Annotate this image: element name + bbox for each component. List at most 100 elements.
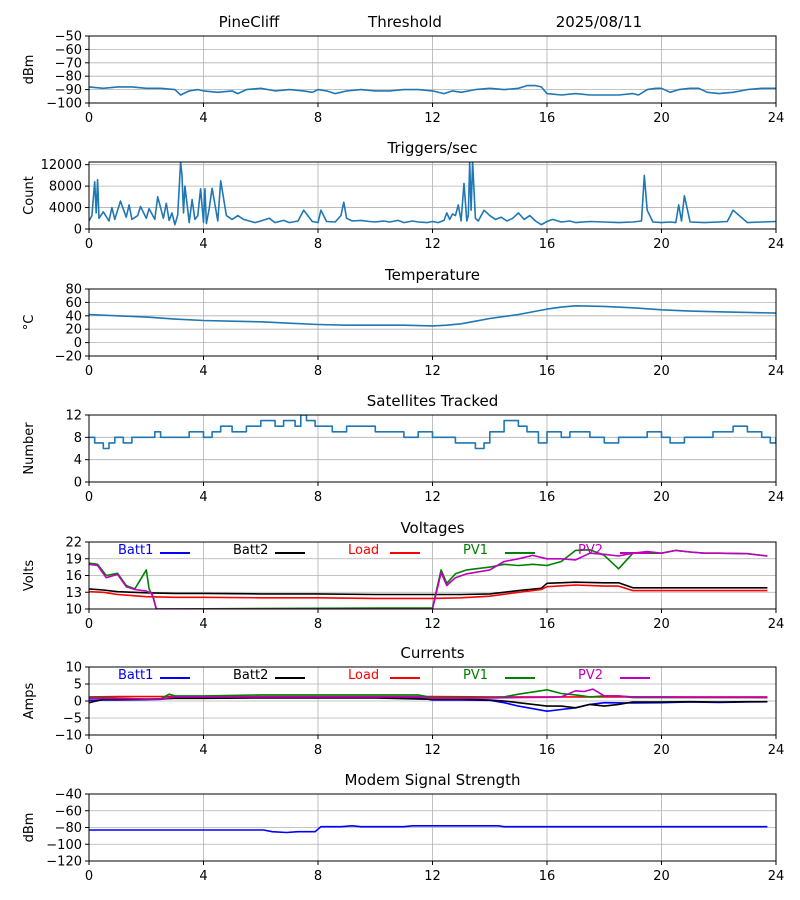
y-tick-label: −70 [55, 56, 82, 71]
y-tick-label: −60 [55, 804, 82, 819]
x-tick-label: 0 [85, 364, 93, 379]
y-tick-label: −20 [55, 350, 82, 365]
x-tick-label: 4 [199, 111, 207, 126]
y-tick-label: −100 [46, 97, 82, 112]
x-tick-label: 12 [424, 364, 441, 379]
panel-title: Temperature [384, 266, 480, 284]
series-line [89, 84, 776, 96]
y-axis-label: °C [22, 315, 37, 331]
x-tick-label: 4 [199, 237, 207, 252]
y-tick-label: 5 [74, 678, 82, 693]
y-axis-label: dBm [22, 813, 37, 843]
x-tick-label: 24 [768, 364, 785, 379]
x-tick-label: 24 [768, 743, 785, 758]
y-tick-label: 19 [65, 552, 82, 567]
x-tick-label: 4 [199, 364, 207, 379]
legend-label-load: Load [348, 668, 379, 683]
x-tick-label: 4 [199, 743, 207, 758]
y-tick-label: −80 [55, 821, 82, 836]
x-tick-label: 4 [199, 869, 207, 884]
x-tick-label: 8 [314, 869, 322, 884]
series-line [89, 825, 768, 834]
x-tick-label: 8 [314, 617, 322, 632]
panel-7: Modem Signal Strength dBm 0 4 8 12 16 20 24 −120 −… [22, 771, 784, 884]
x-tick-label: 12 [424, 869, 441, 884]
plot-frame [88, 414, 777, 483]
panel-title: Modem Signal Strength [345, 771, 521, 789]
y-tick-label: 8 [74, 431, 82, 446]
y-tick-label: 80 [65, 283, 82, 298]
y-tick-label: 22 [65, 536, 82, 551]
y-tick-label: 4 [74, 453, 82, 468]
y-axis-label: Count [22, 176, 37, 215]
legend-label-batt1: Batt1 [118, 543, 153, 558]
x-tick-label: 16 [539, 617, 556, 632]
legend-label-batt2: Batt2 [233, 543, 268, 558]
x-tick-label: 20 [653, 869, 670, 884]
panel-1: dBm 0 4 8 12 16 20 24 −100−90−80−70−60−50 [22, 30, 784, 127]
x-tick-label: 16 [539, 490, 556, 505]
x-tick-label: 0 [85, 237, 93, 252]
x-tick-label: 12 [424, 617, 441, 632]
x-tick-label: 0 [85, 111, 93, 126]
y-tick-label: 12 [65, 409, 82, 424]
x-tick-label: 20 [653, 237, 670, 252]
plot-frame [88, 35, 777, 104]
legend: Batt1 Batt2 Load PV1 PV2 [118, 668, 650, 683]
x-tick-label: 0 [85, 869, 93, 884]
panel-2: Triggers/sec Count 0 4 8 12 16 20 24 0 4000 8000 120… [22, 139, 784, 252]
y-tick-label: 10 [65, 603, 82, 618]
x-tick-label: 8 [314, 743, 322, 758]
figure-header: PineCliff Threshold 2025/08/11 [219, 13, 643, 31]
plot-frame [88, 666, 777, 736]
x-tick-label: 8 [314, 364, 322, 379]
series-line [89, 305, 776, 327]
plot-frame [88, 161, 777, 230]
y-tick-label: −10 [55, 729, 82, 744]
y-tick-label: 60 [65, 296, 82, 311]
x-tick-label: 24 [768, 490, 785, 505]
panel-title: Triggers/sec [387, 139, 478, 157]
y-tick-label: −50 [55, 30, 82, 45]
y-tick-label: 0 [74, 336, 82, 351]
legend-label-pv1: PV1 [463, 543, 488, 558]
panel-title: Currents [400, 644, 464, 662]
legend-label-pv2: PV2 [578, 543, 603, 558]
y-tick-label: 0 [74, 695, 82, 710]
y-tick-label: −100 [46, 838, 82, 853]
y-axis-label: dBm [22, 55, 37, 85]
x-tick-label: 4 [199, 617, 207, 632]
x-tick-label: 12 [424, 237, 441, 252]
x-tick-label: 20 [653, 364, 670, 379]
y-axis-label: Amps [22, 682, 37, 719]
plot-frame [88, 793, 777, 862]
x-tick-label: 16 [539, 869, 556, 884]
y-tick-label: −60 [55, 43, 82, 58]
y-tick-label: −40 [55, 788, 82, 803]
x-tick-label: 8 [314, 111, 322, 126]
header-site: PineCliff [219, 13, 280, 31]
y-tick-label: 12000 [41, 158, 82, 173]
y-tick-label: −80 [55, 70, 82, 85]
y-tick-label: −5 [63, 712, 82, 727]
x-tick-label: 12 [424, 743, 441, 758]
series-line [89, 415, 776, 450]
legend-label-batt2: Batt2 [233, 668, 268, 683]
y-tick-label: 20 [65, 323, 82, 338]
series-pv2 [89, 549, 768, 609]
x-tick-label: 24 [768, 237, 785, 252]
x-tick-label: 4 [199, 490, 207, 505]
x-tick-label: 20 [653, 617, 670, 632]
x-tick-label: 12 [424, 111, 441, 126]
y-tick-label: 0 [74, 476, 82, 491]
plot-frame [88, 541, 777, 610]
y-tick-label: 0 [74, 223, 82, 238]
y-tick-label: 10 [65, 661, 82, 676]
legend: Batt1 Batt2 Load PV1 PV2 [118, 543, 650, 558]
y-tick-label: 4000 [49, 201, 82, 216]
x-tick-label: 0 [85, 743, 93, 758]
x-tick-label: 16 [539, 743, 556, 758]
x-tick-label: 16 [539, 237, 556, 252]
series-pv2 [89, 688, 768, 700]
